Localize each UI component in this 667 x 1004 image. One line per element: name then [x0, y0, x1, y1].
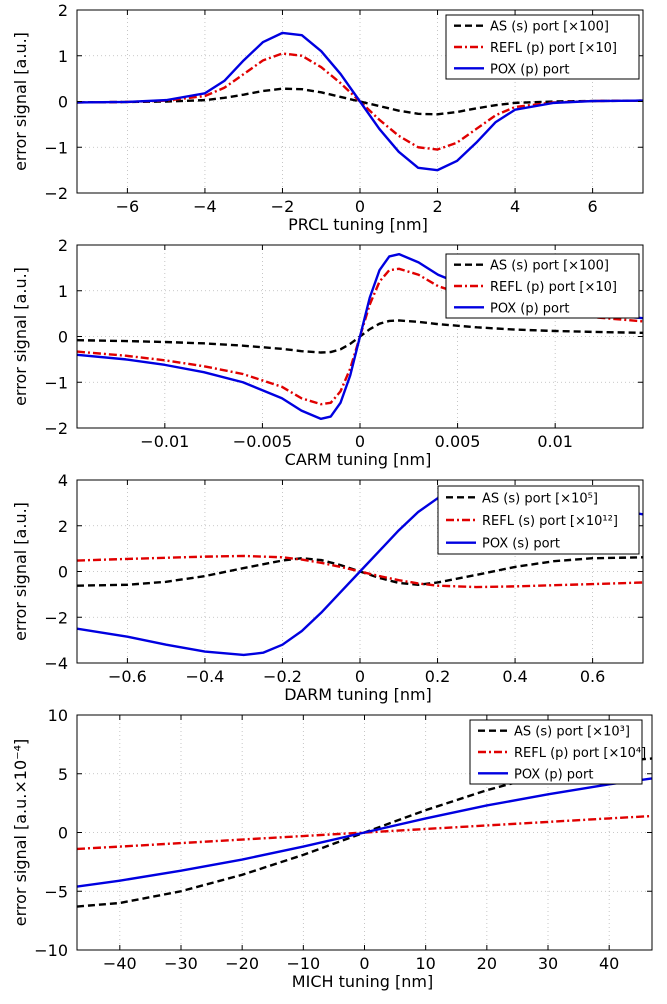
- x-tick-label: 0: [355, 197, 365, 216]
- x-tick-label: −0.01: [140, 432, 189, 451]
- y-axis-label: error signal [a.u.]: [11, 267, 30, 406]
- x-tick-label: −4: [193, 197, 217, 216]
- x-tick-label: 0.6: [580, 667, 605, 686]
- legend-label: POX (p) port: [490, 301, 569, 316]
- x-axis-label: MICH tuning [nm]: [292, 972, 433, 991]
- x-axis-label: PRCL tuning [nm]: [288, 215, 428, 234]
- chart-panel-2: −0.01 −0.005 0 0.005 0.01 −2 −1 0 1 2 CARM tuning …: [11, 236, 644, 469]
- x-axis-label: DARM tuning [nm]: [284, 685, 432, 704]
- x-tick-label: 0.4: [502, 667, 527, 686]
- y-tick-label: 10: [48, 706, 68, 725]
- x-tick-label: −20: [225, 954, 259, 973]
- y-tick-label: −2: [44, 608, 68, 627]
- x-tick-label: 6: [588, 197, 598, 216]
- legend-label: REFL (p) port [×10]: [490, 41, 617, 56]
- y-tick-label: −5: [44, 882, 68, 901]
- x-tick-label: 0.2: [425, 667, 450, 686]
- y-tick-label: 0: [58, 93, 68, 112]
- y-tick-label: 0: [58, 824, 68, 843]
- series-line-3: [77, 31, 643, 172]
- x-tick-label: −0.4: [186, 667, 225, 686]
- x-tick-label: −40: [103, 954, 137, 973]
- x-tick-label: 0.005: [435, 432, 481, 451]
- y-tick-label: −2: [44, 419, 68, 438]
- y-axis-label: error signal [a.u.]: [11, 502, 30, 641]
- x-tick-label: 0: [355, 667, 365, 686]
- legend-label: POX (p) port: [490, 62, 569, 77]
- x-tick-label: −6: [116, 197, 140, 216]
- x-tick-label: −2: [271, 197, 295, 216]
- y-tick-label: 2: [58, 236, 68, 255]
- x-tick-label: 30: [538, 954, 558, 973]
- series-line-1: [77, 87, 643, 116]
- x-tick-label: 10: [415, 954, 435, 973]
- series-line-3: [77, 777, 652, 888]
- y-axis-label: error signal [a.u.×10⁻⁴]: [11, 739, 30, 926]
- legend-label: AS (s) port [×10³]: [514, 725, 630, 740]
- x-tick-label: 0: [355, 432, 365, 451]
- legend-label: AS (s) port [×10⁵]: [482, 491, 598, 506]
- y-axis-label: error signal [a.u.]: [11, 32, 30, 171]
- x-tick-label: 40: [599, 954, 619, 973]
- legend-label: REFL (p) port [×10⁴]: [514, 746, 646, 761]
- legend: AS (s) port [×10³] REFL (p) port [×10⁴] PO…: [469, 719, 646, 785]
- x-tick-label: 20: [477, 954, 497, 973]
- y-tick-label: −10: [34, 941, 68, 960]
- y-tick-label: 2: [58, 517, 68, 536]
- series-line-2: [77, 814, 652, 851]
- y-tick-label: −4: [44, 654, 68, 673]
- legend-label: POX (p) port: [514, 767, 593, 782]
- y-tick-label: 0: [58, 563, 68, 582]
- legend-label: AS (s) port [×100]: [490, 259, 609, 274]
- x-tick-label: −0.005: [233, 432, 292, 451]
- y-tick-label: 5: [58, 765, 68, 784]
- chart-panel-3: −0.6 −0.4 −0.2 0 0.2 0.4 0.6 −4 −2 0 2 4 DARM tuning…: [11, 471, 644, 704]
- legend: AS (s) port [×100] REFL (p) port [×10] POX…: [445, 14, 640, 80]
- legend-label: REFL (p) port [×10]: [490, 280, 617, 295]
- y-tick-label: 1: [58, 282, 68, 301]
- x-tick-label: −30: [164, 954, 198, 973]
- x-tick-label: 4: [510, 197, 520, 216]
- x-tick-label: 0.01: [537, 432, 573, 451]
- y-tick-label: −1: [44, 373, 68, 392]
- legend: AS (s) port [×10⁵] REFL (s) port [×10¹²] P…: [437, 485, 640, 555]
- y-tick-label: 2: [58, 1, 68, 20]
- x-axis-label: CARM tuning [nm]: [285, 450, 432, 469]
- y-tick-label: −1: [44, 138, 68, 157]
- x-tick-label: −0.2: [263, 667, 302, 686]
- x-tick-label: −0.6: [108, 667, 147, 686]
- x-tick-label: −10: [286, 954, 320, 973]
- legend-label: AS (s) port [×100]: [490, 20, 609, 35]
- legend-label: REFL (s) port [×10¹²]: [482, 514, 618, 529]
- y-tick-label: −2: [44, 184, 68, 203]
- legend: AS (s) port [×100] REFL (p) port [×10] POX…: [445, 253, 640, 319]
- x-tick-label: 0: [359, 954, 369, 973]
- y-tick-label: 0: [58, 328, 68, 347]
- y-tick-label: 1: [58, 47, 68, 66]
- y-tick-label: 4: [58, 471, 68, 490]
- x-tick-label: 2: [432, 197, 442, 216]
- legend-label: POX (s) port: [482, 537, 560, 552]
